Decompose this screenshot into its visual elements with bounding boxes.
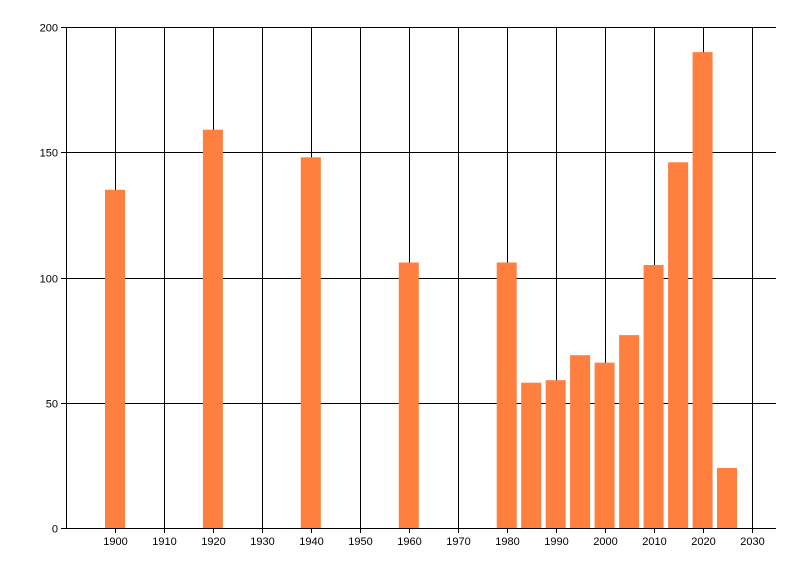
bar [545, 380, 566, 528]
bar [521, 382, 542, 528]
x-tick-label: 1960 [397, 536, 421, 548]
y-tick-label: 100 [40, 274, 58, 286]
x-tick-label: 1990 [544, 536, 568, 548]
y-tick-label: 50 [46, 399, 58, 411]
bar [398, 262, 419, 528]
bar [496, 262, 517, 528]
bar [570, 355, 591, 528]
axes [61, 27, 776, 533]
bar [619, 335, 640, 528]
bar [692, 52, 713, 528]
bar [594, 362, 615, 528]
x-tick-label: 1940 [299, 536, 323, 548]
x-tick-label: 2010 [642, 536, 666, 548]
bar [668, 162, 689, 529]
bars [105, 52, 737, 529]
y-tick-label: 150 [40, 148, 58, 160]
x-tick-label: 1910 [152, 536, 176, 548]
x-tick-label: 1950 [348, 536, 372, 548]
x-tick-label: 1900 [103, 536, 127, 548]
x-tick-label: 2020 [691, 536, 715, 548]
x-tick-label: 1930 [250, 536, 274, 548]
x-tick-label: 1980 [495, 536, 519, 548]
bar [717, 467, 737, 528]
x-tick-label: 2000 [593, 536, 617, 548]
tick-labels: 1900 1910 1920 1930 1940 1950 1960 1970 1980 1990… [40, 23, 765, 549]
bar [105, 189, 125, 529]
y-tick-label: 0 [52, 524, 58, 536]
x-tick-label: 1920 [201, 536, 225, 548]
x-tick-label: 1970 [446, 536, 470, 548]
bar [643, 265, 664, 528]
bar [300, 157, 321, 529]
x-tick-label: 2030 [740, 536, 764, 548]
y-tick-label: 200 [40, 23, 58, 35]
bar [202, 129, 223, 528]
